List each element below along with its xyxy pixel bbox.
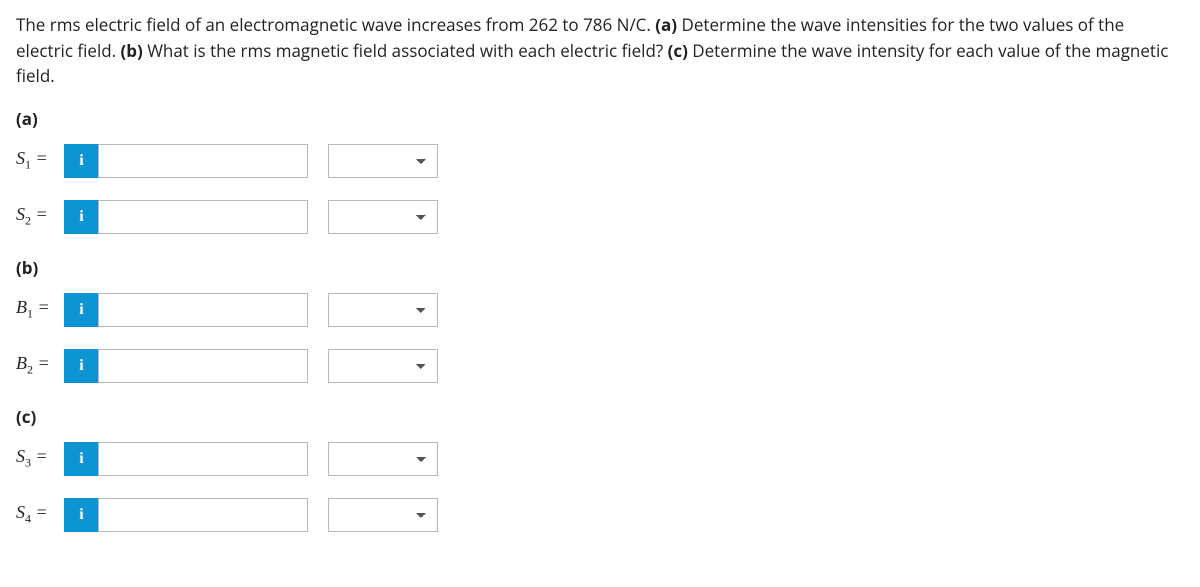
unit-select-s4[interactable]: [328, 498, 438, 532]
info-icon[interactable]: i: [64, 293, 98, 327]
answer-row-s4: S4 = i: [16, 498, 1184, 532]
variable-label-s4: S4 =: [16, 502, 64, 527]
value-input-s4[interactable]: [98, 498, 308, 532]
unit-select-s2[interactable]: [328, 200, 438, 234]
part-b-text: What is the rms magnetic field associate…: [147, 39, 667, 62]
unit-select-b2[interactable]: [328, 349, 438, 383]
info-icon[interactable]: i: [64, 349, 98, 383]
part-c-label: (c): [16, 405, 1184, 428]
unit-select-b1[interactable]: [328, 293, 438, 327]
input-wrap-s2: i: [64, 200, 308, 234]
variable-label-s2: S2 =: [16, 204, 64, 229]
answer-row-s1: S1 = i: [16, 144, 1184, 178]
input-wrap-b2: i: [64, 349, 308, 383]
value-input-s1[interactable]: [98, 144, 308, 178]
answer-row-s3: S3 = i: [16, 442, 1184, 476]
part-a-marker: (a): [655, 13, 677, 36]
unit-select-s1[interactable]: [328, 144, 438, 178]
part-c-marker: (c): [668, 39, 688, 62]
value-input-s2[interactable]: [98, 200, 308, 234]
info-icon[interactable]: i: [64, 200, 98, 234]
variable-label-s1: S1 =: [16, 148, 64, 173]
answer-row-s2: S2 = i: [16, 200, 1184, 234]
input-wrap-s4: i: [64, 498, 308, 532]
variable-label-s3: S3 =: [16, 446, 64, 471]
part-b-label: (b): [16, 256, 1184, 279]
part-a-label: (a): [16, 107, 1184, 130]
question-intro: The rms electric field of an electromagn…: [16, 13, 655, 36]
variable-label-b2: B2 =: [16, 353, 64, 378]
answer-row-b2: B2 = i: [16, 349, 1184, 383]
answer-row-b1: B1 = i: [16, 293, 1184, 327]
value-input-b1[interactable]: [98, 293, 308, 327]
input-wrap-s1: i: [64, 144, 308, 178]
variable-label-b1: B1 =: [16, 297, 64, 322]
question-text: The rms electric field of an electromagn…: [16, 12, 1184, 89]
unit-select-s3[interactable]: [328, 442, 438, 476]
input-wrap-b1: i: [64, 293, 308, 327]
input-wrap-s3: i: [64, 442, 308, 476]
info-icon[interactable]: i: [64, 498, 98, 532]
part-b-marker: (b): [121, 39, 143, 62]
value-input-s3[interactable]: [98, 442, 308, 476]
info-icon[interactable]: i: [64, 442, 98, 476]
info-icon[interactable]: i: [64, 144, 98, 178]
value-input-b2[interactable]: [98, 349, 308, 383]
